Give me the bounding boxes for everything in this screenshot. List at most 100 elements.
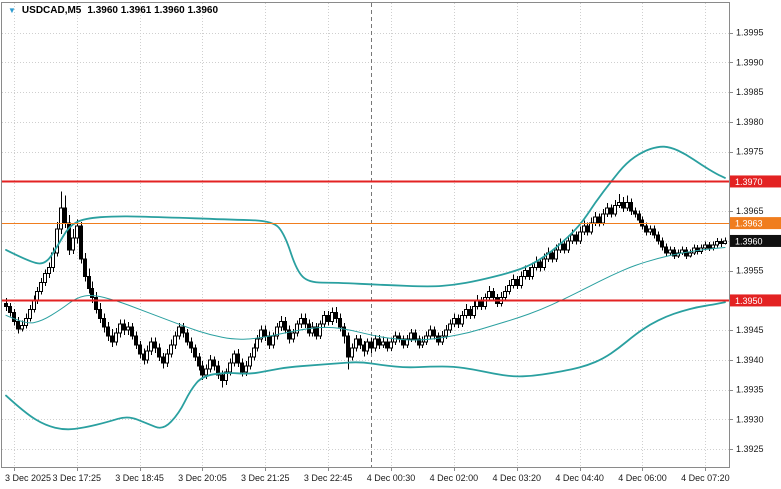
candle-body	[562, 243, 566, 251]
candle-body	[468, 308, 472, 316]
candle-body	[303, 317, 307, 325]
candle-body	[177, 326, 181, 337]
candle-body	[719, 241, 723, 244]
time-tick-label: 3 Dec 17:25	[52, 473, 101, 483]
candle-body	[153, 341, 157, 349]
candle-body	[444, 329, 448, 337]
candle-body	[90, 288, 94, 298]
candle-body	[145, 350, 149, 361]
candle-body	[189, 341, 193, 349]
price-badge-label: 1.3963	[735, 219, 763, 229]
candle-body	[648, 228, 652, 233]
candle-body	[216, 365, 220, 376]
price-badge-1.3963: 1.3963	[730, 217, 781, 230]
candle-body	[236, 353, 240, 364]
candle-body	[255, 338, 259, 349]
candle-body	[377, 338, 381, 346]
time-axis[interactable]: 3 Dec 2025 3 Dec 17:25 3 Dec 18:45 3 Dec 20…	[5, 468, 730, 483]
candle-body	[373, 338, 377, 349]
candle-body	[664, 246, 668, 254]
candle-body	[652, 228, 656, 236]
time-tick-label: 3 Dec 20:05	[178, 473, 227, 483]
price-tick-label: 1.3995	[736, 28, 764, 38]
candle-body	[79, 225, 83, 260]
candle-body	[122, 323, 126, 331]
bollinger-lower-band	[5, 301, 726, 431]
candle-body	[523, 270, 527, 278]
candle-body	[574, 234, 578, 242]
price-tick-label: 1.3955	[736, 266, 764, 276]
candle-body	[20, 324, 24, 330]
candle-body	[554, 249, 558, 260]
candle-body	[405, 338, 409, 346]
candle-body	[420, 341, 424, 346]
candle-body	[279, 320, 283, 328]
candle-body	[389, 341, 393, 349]
candle-body	[346, 335, 350, 358]
candle-body	[318, 323, 322, 337]
candle-body	[94, 296, 98, 310]
candle-body	[106, 326, 110, 337]
candle-body	[71, 237, 75, 251]
candle-body	[134, 335, 138, 346]
candle-body	[130, 326, 134, 337]
candle-body	[310, 326, 314, 334]
candle-body	[75, 225, 79, 239]
candle-body	[617, 201, 621, 206]
candle-body	[723, 240, 727, 244]
candle-body	[703, 244, 707, 249]
candle-body	[621, 201, 625, 209]
candle-body	[633, 210, 637, 215]
candle-body	[157, 347, 161, 358]
candle-body	[244, 365, 248, 373]
bollinger-upper-band	[5, 145, 726, 288]
candle-body	[181, 326, 185, 334]
candle-body	[263, 329, 267, 337]
candle-body	[283, 320, 287, 331]
candle-body	[448, 323, 452, 331]
candle-body	[436, 335, 440, 343]
candle-body	[578, 231, 582, 242]
candle-body	[695, 247, 699, 253]
time-tick-label: 4 Dec 02:00	[430, 473, 479, 483]
time-tick-label: 4 Dec 03:20	[492, 473, 541, 483]
price-tick-label: 1.3940	[736, 355, 764, 365]
time-tick-label: 3 Dec 22:45	[304, 473, 353, 483]
candle-body	[601, 213, 605, 224]
price-tick-label: 1.3975	[736, 147, 764, 157]
candle-body	[295, 323, 299, 334]
candle-body	[452, 317, 456, 325]
candle-body	[12, 311, 16, 322]
candle-body	[358, 338, 362, 346]
candle-body	[16, 320, 20, 330]
candle-body	[597, 216, 601, 224]
candle-body	[369, 341, 373, 349]
candle-body	[200, 365, 204, 376]
candle-body	[487, 291, 491, 298]
candle-body	[204, 368, 208, 376]
candle-body	[110, 335, 114, 343]
candle-body	[605, 207, 609, 215]
candle-body	[585, 225, 589, 233]
candle-body	[173, 335, 177, 346]
time-tick-label: 4 Dec 04:40	[555, 473, 604, 483]
candle-body	[126, 326, 130, 331]
candle-body	[432, 329, 436, 337]
price-tick-label: 1.3925	[736, 444, 764, 454]
candle-body	[224, 371, 228, 382]
candle-body	[511, 279, 515, 287]
candle-body	[460, 314, 464, 325]
candle-body	[98, 308, 102, 319]
candle-body	[629, 201, 633, 212]
time-tick-label: 3 Dec 18:45	[115, 473, 164, 483]
bollinger-middle-band	[5, 247, 726, 341]
candle-body	[625, 201, 629, 209]
time-tick-label: 4 Dec 00:30	[367, 473, 416, 483]
candle-body	[83, 258, 87, 278]
candle-body	[291, 332, 295, 340]
candle-body	[138, 344, 142, 355]
candle-body	[271, 335, 275, 346]
candle-body	[267, 335, 271, 346]
candle-body	[464, 308, 468, 316]
